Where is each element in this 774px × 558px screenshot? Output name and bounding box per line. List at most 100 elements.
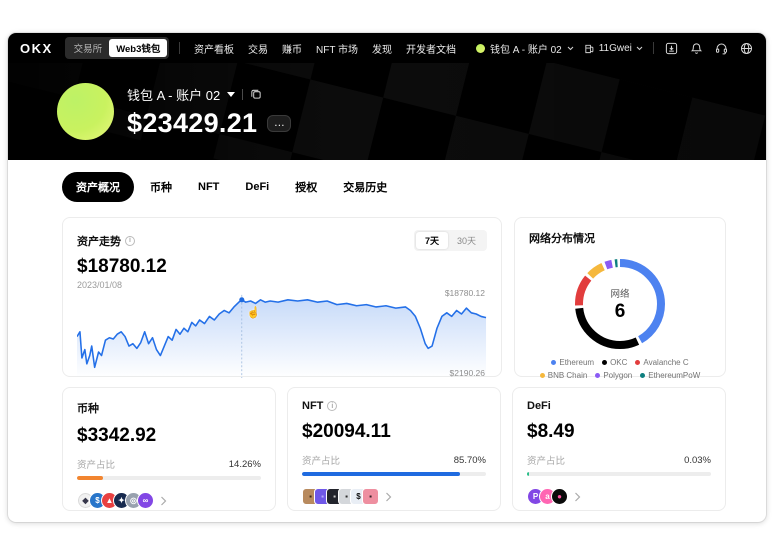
network-donut-svg [575, 259, 665, 349]
legend-label: OKC [610, 358, 628, 367]
trend-card-title: 资产走势 [77, 235, 121, 248]
ratio-label: 资产占比 [527, 456, 566, 467]
ratio-bar-fill [302, 472, 460, 476]
chevron-right-icon[interactable] [385, 492, 392, 502]
tab-defi[interactable]: DeFi [235, 174, 279, 200]
headset-icon [715, 43, 727, 54]
legend-item: Ethereum [551, 358, 594, 367]
info-icon[interactable]: i [327, 401, 338, 411]
fuel-pump-icon [585, 44, 594, 53]
axis-max-label: $18780.12 [444, 288, 485, 298]
network-card-title: 网络分布情况 [529, 233, 595, 245]
defi-card-title: DeFi [527, 400, 551, 412]
tokens-value: $3342.92 [77, 425, 157, 446]
gas-indicator[interactable]: 11Gwei [584, 43, 643, 54]
tokens-icons-row[interactable]: ◆ $ ▲ ✦ ◎ ∞ [77, 492, 261, 509]
defi-protocol-icon: ● [551, 488, 568, 505]
mode-toggle: 交易所 Web3钱包 [64, 37, 170, 59]
menu-item-dev-docs[interactable]: 开发者文档 [406, 44, 457, 56]
ratio-label: 资产占比 [77, 460, 116, 471]
legend-item: BNB Chain [539, 371, 587, 380]
bell-icon [690, 42, 702, 54]
ratio-label: 资产占比 [302, 456, 341, 467]
menu-item-nft-market[interactable]: NFT 市场 [315, 44, 359, 56]
nav-divider [179, 42, 180, 54]
legend-dot-icon [551, 360, 557, 365]
legend-item: OKC [602, 358, 627, 367]
defi-value: $8.49 [527, 421, 575, 442]
menu-item-dashboard[interactable]: 资产看板 [193, 44, 234, 56]
donut-segment-okc[interactable] [575, 259, 665, 349]
legend-item: Polygon [595, 371, 632, 380]
wallet-selector[interactable]: 钱包 A - 账户 02 [476, 41, 574, 56]
menu-item-discover[interactable]: 发现 [372, 44, 393, 56]
download-app-button[interactable] [664, 38, 679, 58]
ratio-percent: 85.70% [453, 454, 486, 466]
nft-thumbnail-list: ▪ ▪ ▪ ▪ $ ▪ [302, 488, 379, 505]
menu-item-trade[interactable]: 交易 [247, 44, 268, 56]
nft-summary-card: NFT i $20094.11 资产占比 85.70% ▪ ▪ ▪ ▪ $ ▪ [287, 387, 501, 511]
nav-divider [652, 42, 654, 54]
globe-icon [740, 42, 752, 54]
ratio-percent: 14.26% [228, 458, 261, 470]
tab-asset-overview[interactable]: 资产概况 [62, 172, 134, 202]
language-button[interactable] [739, 38, 754, 58]
network-distribution-card: 网络分布情况 网络 6 Ethereum OKC Avalanche C BNB Ch… [514, 217, 726, 380]
tab-nft[interactable]: NFT [188, 174, 229, 200]
copy-icon [251, 89, 261, 99]
wallet-hero: 钱包 A - 账户 02 $23429.21 … [8, 63, 766, 160]
wallet-dropdown-caret-icon[interactable] [227, 91, 236, 97]
tab-history[interactable]: 交易历史 [333, 172, 397, 202]
copy-address-button[interactable] [250, 88, 262, 100]
chevron-right-icon[interactable] [160, 496, 167, 506]
nft-icons-row[interactable]: ▪ ▪ ▪ ▪ $ ▪ [302, 488, 486, 505]
legend-item: Avalanche C [635, 358, 689, 367]
menu-item-earn[interactable]: 赚币 [281, 44, 302, 56]
legend-label: Ethereum [559, 358, 595, 367]
donut-segment-avalanche-c[interactable] [575, 259, 665, 349]
tab-web3-wallet[interactable]: Web3钱包 [109, 39, 168, 57]
chevron-down-icon [567, 46, 574, 50]
legend-dot-icon [539, 373, 545, 378]
nft-card-title: NFT [302, 400, 324, 412]
okx-logo[interactable]: OKX [20, 40, 53, 56]
ratio-percent: 0.03% [684, 454, 711, 466]
wallet-name[interactable]: 钱包 A - 账户 02 [127, 87, 221, 103]
chevron-right-icon[interactable] [574, 492, 581, 502]
trend-dot [239, 297, 245, 303]
more-actions-button[interactable]: … [267, 114, 292, 132]
top-nav: OKX 交易所 Web3钱包 资产看板 交易 赚币 NFT 市场 发现 开发者文… [8, 33, 766, 63]
nft-value: $20094.11 [302, 421, 391, 442]
ratio-bar-fill [77, 476, 104, 480]
download-icon [665, 42, 677, 54]
wallet-avatar-dot-icon [476, 43, 486, 53]
legend-dot-icon [640, 373, 646, 378]
section-tabs: 资产概况 币种 NFT DeFi 授权 交易历史 [62, 172, 726, 202]
nft-thumbnail: ▪ [362, 488, 379, 505]
support-button[interactable] [714, 38, 729, 58]
trend-chart[interactable]: $18780.12 $2190.26 ☝ [77, 288, 487, 378]
hand-cursor-icon: ☝ [246, 307, 261, 319]
donut-center-value: 6 [614, 300, 626, 322]
ratio-bar [527, 472, 711, 476]
polygon-token-icon: ∞ [137, 492, 154, 509]
network-donut[interactable]: 网络 6 [570, 254, 670, 354]
range-30d-button[interactable]: 30天 [448, 232, 485, 249]
notifications-button[interactable] [689, 38, 704, 58]
tab-approvals[interactable]: 授权 [285, 172, 327, 202]
donut-segment-ethereum[interactable] [575, 259, 665, 349]
range-7d-button[interactable]: 7天 [415, 232, 448, 249]
legend-dot-icon [595, 373, 601, 378]
tab-exchange[interactable]: 交易所 [67, 39, 110, 57]
legend-dot-icon [602, 360, 608, 365]
info-icon[interactable]: i [125, 235, 135, 246]
wallet-selector-label: 钱包 A - 账户 02 [490, 44, 562, 56]
wallet-avatar[interactable] [57, 83, 114, 140]
tab-tokens[interactable]: 币种 [140, 172, 182, 202]
chevron-down-icon [636, 46, 643, 50]
token-icon-list: ◆ $ ▲ ✦ ◎ ∞ [77, 492, 154, 509]
